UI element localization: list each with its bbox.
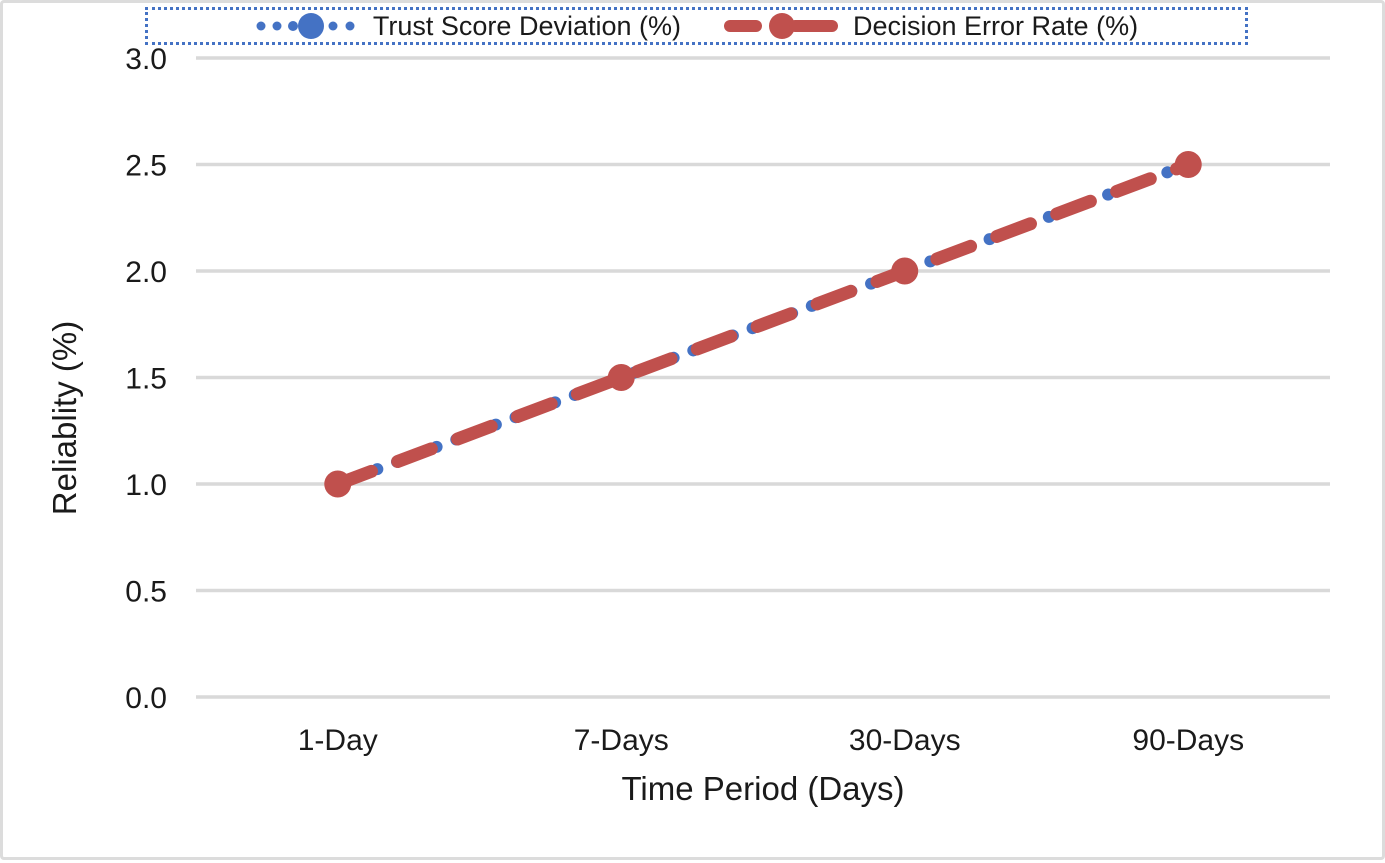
y-tick-label: 0.0 xyxy=(125,682,167,715)
gridlines xyxy=(196,56,1330,699)
blue-dotted-series-marker-icon xyxy=(256,13,355,39)
x-tick-label: 90-Days xyxy=(1132,724,1244,757)
legend-item-decision-error-rate[interactable]: Decision Error Rate (%) xyxy=(723,12,1138,40)
legend-label-decision-error-rate: Decision Error Rate (%) xyxy=(853,10,1139,41)
y-tick-label: 2.0 xyxy=(125,256,167,289)
decision-error-rate-marker[interactable] xyxy=(891,257,919,285)
red-dashed-series-marker-icon xyxy=(724,13,838,39)
data-series[interactable] xyxy=(324,151,1202,498)
legend-label-trust-score-deviation: Trust Score Deviation (%) xyxy=(372,10,681,41)
y-axis-title: Reliablity (%) xyxy=(46,321,83,515)
line-chart: 0.0 0.5 1.0 1.5 2.0 2.5 3.0 1-Day 7-Days 30-Days… xyxy=(46,43,1330,807)
chart-legend[interactable]: Trust Score Deviation (%) Decision Error… xyxy=(145,7,1248,45)
decision-error-rate-marker[interactable] xyxy=(324,470,352,498)
decision-error-rate-line[interactable] xyxy=(331,158,1195,491)
decision-error-rate-marker[interactable] xyxy=(1174,151,1202,178)
x-tick-label: 7-Days xyxy=(574,724,669,757)
x-tick-label: 1-Day xyxy=(298,724,378,757)
y-tick-label: 0.5 xyxy=(125,576,167,609)
legend-item-trust-score-deviation[interactable]: Trust Score Deviation (%) xyxy=(255,12,681,40)
y-tick-label: 1.0 xyxy=(125,469,167,502)
y-axis-tick-labels: 0.0 0.5 1.0 1.5 2.0 2.5 3.0 xyxy=(125,43,167,715)
decision-error-rate-marker[interactable] xyxy=(607,364,635,391)
x-tick-label: 30-Days xyxy=(849,724,961,757)
x-axis-tick-labels: 1-Day 7-Days 30-Days 90-Days xyxy=(298,724,1244,757)
y-tick-label: 3.0 xyxy=(125,43,167,76)
y-tick-label: 2.5 xyxy=(125,150,167,183)
y-tick-label: 1.5 xyxy=(125,363,167,396)
x-axis-title: Time Period (Days) xyxy=(622,770,905,807)
